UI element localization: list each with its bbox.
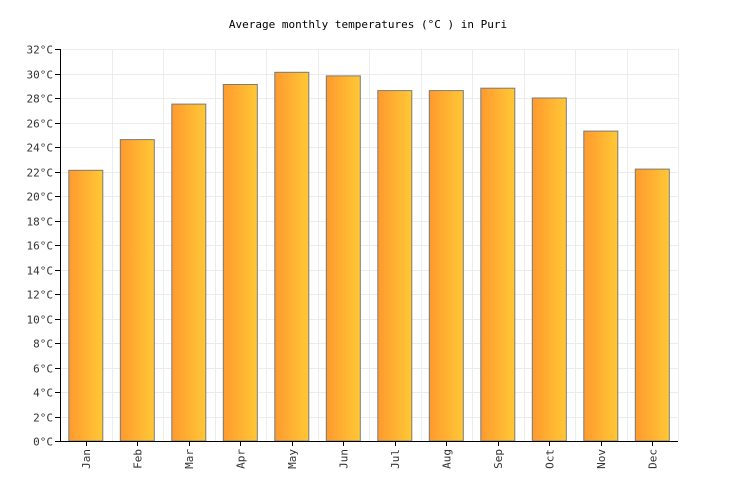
y-tick-label: 8°C (33, 338, 53, 351)
bar-sep (480, 87, 516, 442)
y-tick-label: 4°C (33, 387, 53, 400)
x-tick-label: Sep (492, 449, 505, 469)
y-tick-label: 32°C (27, 44, 54, 57)
x-tick-label: Dec (646, 449, 659, 469)
bar-feb (119, 139, 155, 442)
bar-apr (222, 84, 258, 442)
bar-dec (634, 168, 670, 442)
y-tick-label: 16°C (27, 240, 54, 253)
x-tick-label: Aug (440, 449, 453, 469)
x-tick-label: Oct (543, 449, 556, 469)
y-tick-label: 26°C (27, 118, 54, 131)
x-tick-labels: Jan Feb Mar Apr May Jun Jul Aug Sep Oct Nov Dec (80, 449, 660, 469)
x-tick-label: May (286, 449, 299, 469)
x-tick-label: Feb (131, 449, 144, 469)
y-tick-label: 12°C (27, 289, 54, 302)
bar-jun (325, 75, 361, 442)
y-tick-label: 18°C (27, 216, 54, 229)
grid-layer (60, 49, 679, 441)
bar-oct (531, 97, 567, 442)
bar-aug (428, 90, 464, 442)
y-tick-label: 28°C (27, 93, 54, 106)
y-tick-label: 6°C (33, 363, 53, 376)
bar-layer (68, 71, 670, 442)
y-tick-label: 24°C (27, 142, 54, 155)
y-tick-label: 10°C (27, 314, 54, 327)
y-tick-label: 30°C (27, 69, 54, 82)
x-tick-label: Jan (80, 449, 93, 469)
y-tick-label: 2°C (33, 412, 53, 425)
bar-may (274, 71, 310, 442)
x-tick-label: Nov (595, 449, 608, 469)
y-tick-labels: 0°C 2°C 4°C 6°C 8°C 10°C 12°C 14°C 16°C 18°C 20°C 2… (27, 44, 54, 449)
y-tick-label: 0°C (33, 436, 53, 449)
bar-jan (68, 169, 104, 442)
bar-jul (377, 90, 413, 442)
y-tick-label: 22°C (27, 167, 54, 180)
axis-layer (55, 49, 678, 446)
x-tick-label: Apr (234, 449, 247, 469)
chart-title: Average monthly temperatures (°C ) in Pu… (229, 18, 507, 31)
y-tick-label: 20°C (27, 191, 54, 204)
bar-mar (171, 103, 207, 442)
y-tick-label: 14°C (27, 265, 54, 278)
x-tick-label: Jul (389, 449, 402, 469)
x-tick-label: Mar (183, 449, 196, 469)
bar-nov (583, 130, 619, 442)
x-tick-label: Jun (337, 449, 350, 469)
